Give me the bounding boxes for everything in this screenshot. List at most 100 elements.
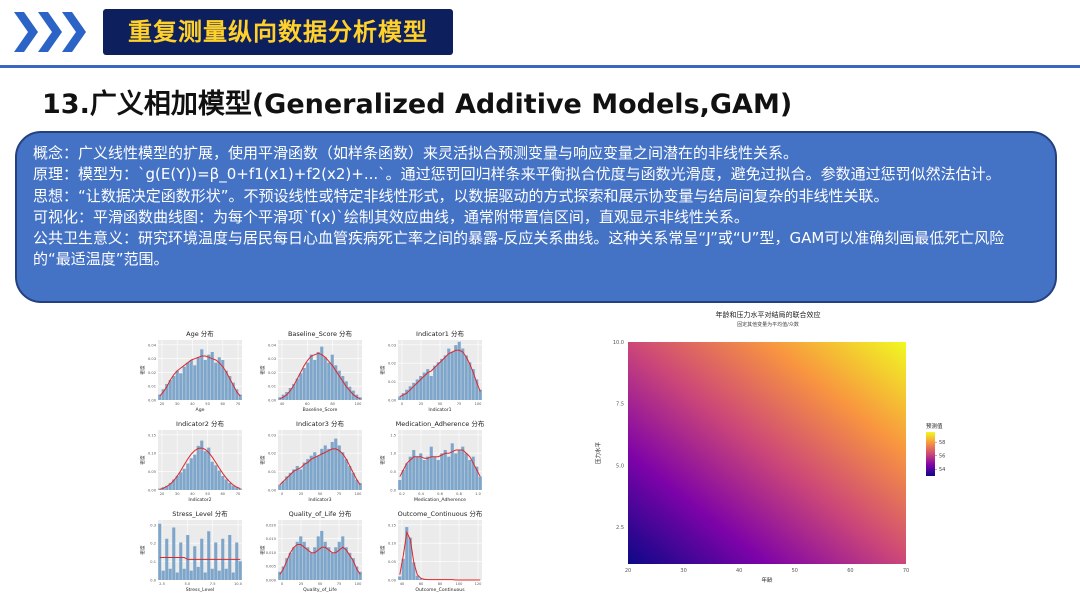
histogram-bar <box>302 368 306 400</box>
y-tick-label: 5.0 <box>616 463 624 469</box>
histogram-bar <box>228 376 232 400</box>
histogram-title: Indicator1 分布 <box>416 329 464 338</box>
histogram-bar <box>337 541 341 580</box>
histogram-bar <box>478 476 482 490</box>
x-tick-label: 100 <box>456 582 464 586</box>
histogram-bar <box>302 541 306 580</box>
public-health-line: 公共卫生意义：研究环境温度与居民每日心血管疾病死亡率之间的暴露-反应关系曲线。这… <box>33 229 1005 269</box>
y-tick-label: 0.15 <box>388 523 396 527</box>
histogram-bar <box>320 346 324 400</box>
histogram-bar <box>224 370 228 400</box>
y-tick-label: 7.5 <box>616 402 624 408</box>
y-axis-label: 密度 <box>259 455 266 465</box>
histogram-bar <box>288 552 292 580</box>
histogram-bar <box>408 386 412 400</box>
x-tick-label: 60 <box>305 402 310 406</box>
y-axis-label: 密度 <box>139 365 146 375</box>
histogram-bar <box>327 448 331 490</box>
x-tick-label: 80 <box>330 402 335 406</box>
x-tick-label: 75 <box>337 582 342 586</box>
histogram-bar <box>179 542 183 580</box>
y-tick-label: 0.10 <box>148 452 157 456</box>
histogram-title: Baseline_Score 分布 <box>288 329 353 338</box>
x-axis-label: 年龄 <box>761 576 773 584</box>
x-tick-label: 80 <box>438 582 443 586</box>
histogram-panel: Age 分布 0.00 0.01 0.02 0.03 0.04 20 30 40 50 60 70 Ag… <box>139 329 242 413</box>
x-tick-label: 60 <box>221 492 226 496</box>
y-tick-label: 0.00 <box>388 399 397 403</box>
y-axis-label: 密度 <box>379 365 386 375</box>
x-tick-label: 50 <box>205 402 210 406</box>
histogram-bar <box>447 456 451 490</box>
histogram-bar <box>323 541 327 580</box>
histogram-bar <box>443 450 447 490</box>
x-tick-label: 60 <box>419 582 424 586</box>
y-tick-label: 0.015 <box>266 537 276 541</box>
histogram-bar <box>316 455 320 490</box>
histogram-bar <box>200 440 204 490</box>
histogram-bar <box>281 566 285 580</box>
histogram-bar <box>179 373 183 400</box>
histogram-bar <box>341 376 345 400</box>
x-tick-label: 40 <box>736 568 742 574</box>
histogram-bar <box>235 542 239 580</box>
idea-line: 思想：“让数据决定函数形状”。不预设线性或特定非线性形式，以数据驱动的方式探索和… <box>33 186 889 205</box>
y-tick-label: 0.0 <box>390 489 396 493</box>
histogram-bar <box>302 462 306 490</box>
histogram-bar <box>401 558 405 580</box>
y-tick-label: 0.03 <box>268 357 276 361</box>
x-tick-label: 0.6 <box>437 492 443 496</box>
header-divider <box>0 65 1080 68</box>
histogram-bar <box>288 388 292 400</box>
histogram-panel: Indicator2 分布 0.00 0.05 0.10 0.15 20 30 40 50 60 7… <box>139 419 242 503</box>
histogram-bar <box>323 445 327 490</box>
histogram-bar <box>235 389 239 400</box>
histogram-panel: Outcome_Continuous 分布 0.00 0.05 0.10 0.15 40 6… <box>379 509 483 593</box>
y-tick-label: 0.00 <box>268 489 277 493</box>
principle-line: 原理：模型为：`g(E(Y))=β_0+f1(x1)+f2(x2)+...`。通… <box>33 165 1001 184</box>
histogram-bar <box>457 341 461 400</box>
histogram-bar <box>186 463 190 490</box>
histogram-bar <box>295 378 299 400</box>
y-tick-label: 0.02 <box>148 371 156 375</box>
histogram-bar <box>398 480 402 490</box>
histogram-bar <box>457 450 461 490</box>
histogram-bar <box>320 448 324 490</box>
histogram-bar <box>175 370 179 400</box>
x-tick-label: 25 <box>299 492 304 496</box>
histogram-bar <box>224 479 228 490</box>
chevron-icon-3 <box>62 12 86 52</box>
x-tick-label: 40 <box>190 402 195 406</box>
histogram-bar <box>337 445 341 490</box>
histogram-bar <box>358 571 362 580</box>
histogram-bar <box>165 485 169 490</box>
x-tick-label: 50 <box>205 492 210 496</box>
histogram-bar <box>408 537 412 580</box>
histogram-bar <box>228 535 232 580</box>
histogram-bar <box>355 479 359 490</box>
histogram-bar <box>313 452 317 490</box>
histogram-bar <box>182 366 186 400</box>
y-axis-label: 密度 <box>139 455 146 465</box>
histogram-bar <box>306 362 310 400</box>
plot-background <box>158 520 242 580</box>
histogram-bar <box>422 372 426 400</box>
x-tick-label: 0.8 <box>456 492 462 496</box>
x-axis-label: Quality_of_Life <box>303 587 337 593</box>
x-tick-label: 40 <box>190 492 195 496</box>
histogram-bar <box>182 568 186 580</box>
y-tick-label: 0.010 <box>266 551 277 555</box>
histogram-bar <box>217 357 221 400</box>
histogram-bar <box>238 394 242 400</box>
x-tick-label: 10.0 <box>234 582 243 586</box>
histogram-bar <box>179 472 183 490</box>
histogram-bar <box>309 354 313 400</box>
histogram-bar <box>214 465 218 490</box>
y-tick-label: 0.00 <box>388 579 397 583</box>
histogram-bar <box>210 352 214 400</box>
histogram-bar <box>454 345 458 400</box>
histogram-bar <box>165 384 169 400</box>
histogram-bar <box>224 568 228 580</box>
x-axis-label: Baseline_Score <box>303 407 338 413</box>
histogram-bar <box>433 365 437 400</box>
